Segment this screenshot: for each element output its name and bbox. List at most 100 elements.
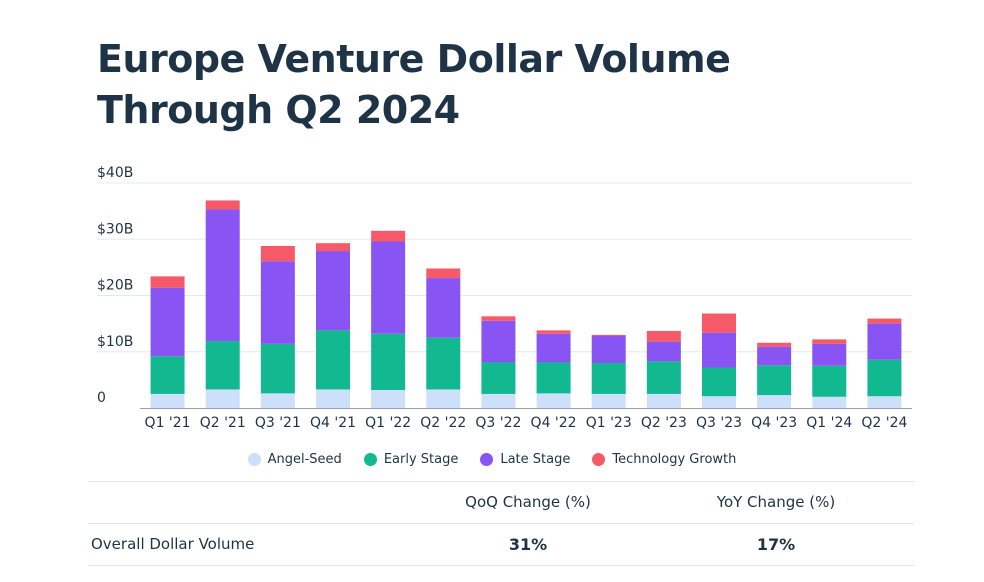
chart-title: Europe Venture Dollar Volume Through Q2 … — [97, 37, 731, 132]
bar-technology-growth — [260, 246, 295, 262]
bar-angel-seed — [481, 393, 516, 408]
y-tick-label: $30B — [97, 221, 133, 237]
bar-angel-seed — [316, 389, 350, 408]
bar-technology-growth — [150, 276, 185, 288]
bar-technology-growth — [702, 313, 736, 333]
bar-early-stage — [646, 361, 681, 394]
y-tick-label: $10B — [97, 334, 133, 350]
x-tick-label: Q1 '23 — [586, 415, 632, 431]
yoy-value: 17% — [756, 535, 796, 554]
legend-swatch-technology-growth — [592, 453, 606, 466]
legend-item-angel-seed: Angel-Seed — [247, 452, 342, 467]
bar-technology-growth — [812, 339, 847, 344]
legend-item-late-stage: Late Stage — [480, 452, 570, 467]
bar-technology-growth — [426, 268, 461, 279]
y-tick-label: 0 — [97, 390, 106, 406]
bar-technology-growth — [371, 230, 406, 242]
x-tick-label: Q2 '24 — [861, 415, 907, 431]
bar-early-stage — [812, 365, 847, 397]
legend-item-technology-growth: Technology Growth — [592, 452, 736, 467]
bar-technology-growth — [205, 200, 240, 210]
legend-label: Early Stage — [383, 452, 459, 467]
bar-technology-growth — [591, 334, 626, 336]
x-tick-label: Q4 '23 — [751, 415, 797, 431]
bar-early-stage — [426, 337, 461, 390]
bar-early-stage — [867, 359, 902, 397]
x-tick-label: Q4 '22 — [531, 415, 577, 431]
x-axis-ticks: Q1 '21 Q2 '21 Q3 '21 Q4 '21 Q1 '22 Q2 '22 Q3 '… — [145, 415, 908, 431]
x-tick-label: Q4 '21 — [310, 415, 356, 431]
bar-angel-seed — [591, 393, 626, 408]
bar-late-stage — [591, 336, 626, 363]
bar-angel-seed — [702, 396, 736, 408]
legend-swatch-early-stage — [363, 453, 377, 466]
x-tick-label: Q3 '22 — [475, 415, 521, 431]
x-tick-label: Q2 '22 — [420, 415, 466, 431]
x-tick-label: Q2 '21 — [200, 415, 246, 431]
bar-late-stage — [205, 209, 240, 342]
x-tick-label: Q3 '23 — [696, 415, 742, 431]
bar-early-stage — [536, 362, 571, 394]
bars — [150, 200, 902, 408]
bar-technology-growth — [316, 243, 350, 252]
change-table: QoQ Change (%) YoY Change (%) Overall Do… — [88, 481, 914, 566]
header-yoy: YoY Change (%) — [716, 493, 836, 511]
bar-technology-growth — [867, 318, 902, 324]
legend-label: Technology Growth — [612, 452, 737, 467]
bar-angel-seed — [260, 393, 295, 408]
bar-late-stage — [316, 251, 350, 331]
y-tick-label: $40B — [97, 165, 133, 181]
table-row: Overall Dollar Volume 31% 17% — [88, 523, 914, 566]
bar-late-stage — [481, 320, 516, 363]
x-tick-label: Q1 '21 — [145, 415, 191, 431]
legend-label: Late Stage — [500, 452, 571, 467]
qoq-value: 31% — [508, 535, 548, 554]
bar-early-stage — [316, 330, 350, 390]
y-tick-label: $20B — [97, 278, 133, 294]
bar-angel-seed — [867, 396, 902, 408]
bar-technology-growth — [536, 330, 571, 334]
bar-late-stage — [812, 343, 847, 366]
bar-angel-seed — [757, 395, 792, 408]
x-tick-label: Q1 '22 — [365, 415, 411, 431]
legend-item-early-stage: Early Stage — [363, 452, 459, 467]
bar-angel-seed — [150, 393, 185, 408]
stacked-bar-chart: 0 $10B $20B $30B $40B Q1 '21 Q2 '21 Q3 '21 Q4 '… — [97, 165, 912, 431]
legend-swatch-late-stage — [480, 453, 494, 466]
bar-late-stage — [536, 333, 571, 363]
bar-technology-growth — [757, 342, 792, 347]
bar-angel-seed — [426, 389, 461, 408]
bar-early-stage — [205, 341, 240, 390]
bar-early-stage — [591, 363, 626, 394]
x-tick-label: Q1 '24 — [806, 415, 852, 431]
bar-early-stage — [481, 362, 516, 394]
bar-angel-seed — [536, 393, 571, 408]
legend-swatch-angel-seed — [247, 453, 261, 466]
x-tick-label: Q3 '21 — [255, 415, 301, 431]
table-header-row: QoQ Change (%) YoY Change (%) — [88, 481, 914, 523]
header-qoq: QoQ Change (%) — [465, 493, 591, 511]
legend: Angel-Seed Early Stage Late Stage Techno… — [0, 452, 984, 467]
bar-late-stage — [867, 323, 902, 360]
bar-early-stage — [371, 333, 406, 390]
bar-late-stage — [702, 332, 736, 368]
legend-label: Angel-Seed — [267, 452, 342, 467]
bar-early-stage — [757, 365, 792, 396]
bar-angel-seed — [205, 389, 240, 408]
bar-late-stage — [426, 278, 461, 338]
x-tick-label: Q2 '23 — [641, 415, 687, 431]
bar-angel-seed — [812, 396, 847, 408]
bar-technology-growth — [646, 330, 681, 342]
bar-early-stage — [702, 367, 736, 397]
bar-early-stage — [260, 343, 295, 394]
bar-late-stage — [757, 346, 792, 366]
bar-late-stage — [260, 261, 295, 344]
y-axis-ticks: 0 $10B $20B $30B $40B — [97, 165, 133, 406]
row-label: Overall Dollar Volume — [91, 535, 255, 553]
bar-angel-seed — [371, 390, 406, 408]
bar-late-stage — [150, 287, 185, 357]
bar-late-stage — [371, 241, 406, 334]
bar-angel-seed — [646, 393, 681, 408]
bar-early-stage — [150, 356, 185, 394]
bar-late-stage — [646, 341, 681, 362]
